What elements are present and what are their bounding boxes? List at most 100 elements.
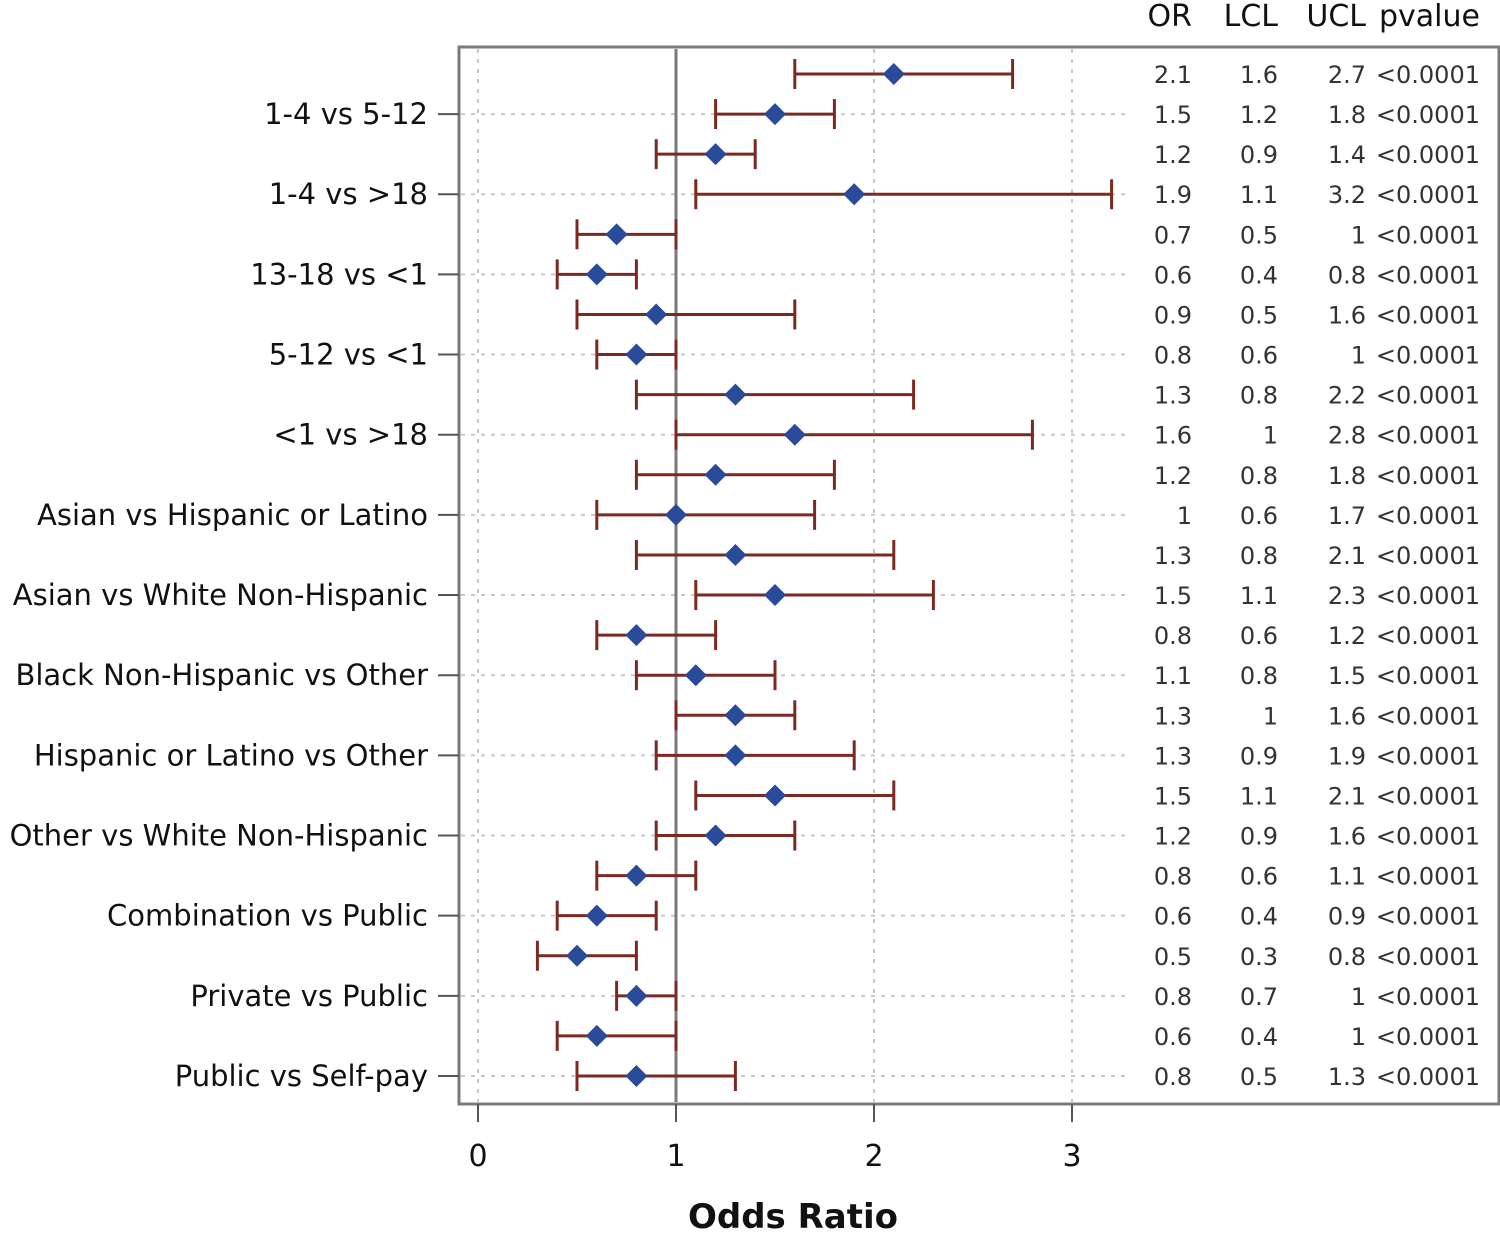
or-value: 1 xyxy=(1177,502,1192,530)
pvalue-value: <0.0001 xyxy=(1376,181,1480,209)
pvalue-value: <0.0001 xyxy=(1376,301,1480,329)
lcl-value: 1 xyxy=(1263,702,1278,730)
or-value: 1.2 xyxy=(1154,141,1192,169)
odds-ratio-marker xyxy=(843,183,866,206)
or-value: 0.8 xyxy=(1154,863,1192,891)
x-tick-label: 1 xyxy=(666,1139,685,1174)
pvalue-value: <0.0001 xyxy=(1376,61,1480,89)
stats-table: OR LCL UCL pvalue 2.1 1.6 2.7 <0.0001 1.5 1.2 1.8 <… xyxy=(1148,0,1480,1091)
lcl-value: 1.1 xyxy=(1240,582,1278,610)
pvalue-value: <0.0001 xyxy=(1376,622,1480,650)
lcl-value: 0.5 xyxy=(1240,221,1278,249)
x-axis: 0 1 2 3 xyxy=(468,1104,1082,1174)
odds-ratio-marker xyxy=(665,503,687,526)
ucl-value: 1 xyxy=(1351,342,1366,370)
ucl-value: 1.6 xyxy=(1328,301,1366,329)
lcl-value: 0.6 xyxy=(1240,622,1278,650)
lcl-value: 1.2 xyxy=(1240,101,1278,129)
odds-ratio-marker xyxy=(625,343,648,366)
or-value: 1.2 xyxy=(1154,823,1192,851)
odds-ratio-marker xyxy=(724,744,747,767)
ucl-value: 1.8 xyxy=(1328,462,1366,490)
x-axis-title: Odds Ratio xyxy=(688,1197,898,1233)
table-header-lcl: LCL xyxy=(1224,0,1279,34)
lcl-value: 0.3 xyxy=(1240,943,1278,971)
grid-lines xyxy=(461,49,1130,1102)
odds-ratio-marker xyxy=(625,984,648,1007)
or-value: 1.3 xyxy=(1154,382,1192,410)
x-tick-label: 0 xyxy=(468,1139,487,1174)
odds-ratio-marker xyxy=(625,624,648,647)
or-value: 0.8 xyxy=(1154,983,1192,1011)
odds-ratio-marker xyxy=(625,1065,648,1087)
lcl-value: 1.6 xyxy=(1240,61,1278,89)
pvalue-value: <0.0001 xyxy=(1376,462,1480,490)
pvalue-value: <0.0001 xyxy=(1376,542,1480,570)
or-value: 1.5 xyxy=(1154,782,1192,810)
y-axis-labels: 1-4 vs 5-12 1-4 vs >18 13-18 vs <1 5-12 vs … xyxy=(10,97,459,1093)
or-value: 0.6 xyxy=(1154,261,1192,289)
x-tick-label: 2 xyxy=(864,1139,883,1174)
odds-ratio-marker xyxy=(585,1024,608,1047)
ucl-value: 2.2 xyxy=(1328,382,1366,410)
or-value: 0.7 xyxy=(1154,221,1192,249)
table-header-ucl: UCL xyxy=(1306,0,1366,34)
lcl-value: 0.4 xyxy=(1240,1023,1278,1051)
or-value: 1.3 xyxy=(1154,742,1192,770)
pvalue-value: <0.0001 xyxy=(1376,261,1480,289)
ucl-value: 0.8 xyxy=(1328,261,1366,289)
odds-ratio-marker xyxy=(645,303,668,326)
pvalue-value: <0.0001 xyxy=(1376,662,1480,690)
ucl-value: 2.8 xyxy=(1328,422,1366,450)
pvalue-value: <0.0001 xyxy=(1376,1063,1480,1091)
confidence-intervals xyxy=(535,59,1114,1091)
lcl-value: 0.7 xyxy=(1240,983,1278,1011)
ucl-value: 2.1 xyxy=(1328,782,1366,810)
odds-ratio-marker xyxy=(704,463,727,486)
ucl-value: 1.5 xyxy=(1328,662,1366,690)
y-axis-label: Asian vs Hispanic or Latino xyxy=(37,498,428,532)
y-axis-label: 1-4 vs 5-12 xyxy=(264,97,428,131)
pvalue-value: <0.0001 xyxy=(1376,903,1480,931)
lcl-value: 0.5 xyxy=(1240,1063,1278,1091)
lcl-value: 0.5 xyxy=(1240,301,1278,329)
y-axis-label: Black Non-Hispanic vs Other xyxy=(15,658,428,692)
odds-ratio-marker xyxy=(704,143,727,166)
or-value: 0.6 xyxy=(1154,1023,1192,1051)
or-value: 1.1 xyxy=(1154,662,1192,690)
ucl-value: 1.7 xyxy=(1328,502,1366,530)
y-axis-label: Private vs Public xyxy=(190,979,428,1013)
ucl-value: 2.1 xyxy=(1328,542,1366,570)
odds-ratio-marker xyxy=(566,944,588,967)
y-axis-label: Combination vs Public xyxy=(107,899,428,933)
or-value: 1.5 xyxy=(1154,582,1192,610)
lcl-value: 0.8 xyxy=(1240,662,1278,690)
y-axis-label: 1-4 vs >18 xyxy=(269,177,428,211)
pvalue-value: <0.0001 xyxy=(1376,1023,1480,1051)
y-axis-label: Other vs White Non-Hispanic xyxy=(10,819,428,853)
odds-ratio-marker xyxy=(625,864,648,887)
ucl-value: 2.3 xyxy=(1328,582,1366,610)
or-value: 1.3 xyxy=(1154,702,1192,730)
ucl-value: 3.2 xyxy=(1328,181,1366,209)
pvalue-value: <0.0001 xyxy=(1376,582,1480,610)
or-value: 0.8 xyxy=(1154,622,1192,650)
ucl-value: 1.1 xyxy=(1328,863,1366,891)
odds-ratio-marker xyxy=(724,543,747,566)
pvalue-value: <0.0001 xyxy=(1376,863,1480,891)
y-axis-label: Public vs Self-pay xyxy=(175,1059,428,1093)
odds-ratio-marker xyxy=(882,63,905,85)
table-header-or: OR xyxy=(1148,0,1192,34)
lcl-value: 0.9 xyxy=(1240,823,1278,851)
ucl-value: 0.9 xyxy=(1328,903,1366,931)
ucl-value: 0.8 xyxy=(1328,943,1366,971)
or-value: 1.2 xyxy=(1154,462,1192,490)
or-value: 0.8 xyxy=(1154,342,1192,370)
plot-frame xyxy=(457,45,1500,1106)
pvalue-value: <0.0001 xyxy=(1376,782,1480,810)
pvalue-value: <0.0001 xyxy=(1376,141,1480,169)
lcl-value: 0.8 xyxy=(1240,462,1278,490)
or-value: 1.3 xyxy=(1154,542,1192,570)
or-value: 0.6 xyxy=(1154,903,1192,931)
